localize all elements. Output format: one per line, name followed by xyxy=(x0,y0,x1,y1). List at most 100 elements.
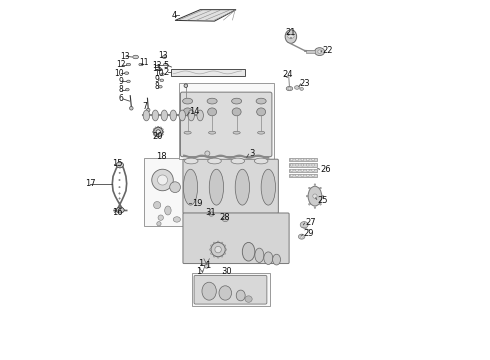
Ellipse shape xyxy=(261,169,275,205)
Text: 9: 9 xyxy=(155,75,160,84)
Ellipse shape xyxy=(290,159,293,161)
Ellipse shape xyxy=(129,107,133,110)
Ellipse shape xyxy=(225,249,227,250)
Ellipse shape xyxy=(162,134,163,135)
Ellipse shape xyxy=(119,202,121,204)
Ellipse shape xyxy=(153,129,154,130)
Ellipse shape xyxy=(209,131,216,134)
Ellipse shape xyxy=(222,216,228,222)
Ellipse shape xyxy=(210,245,212,246)
Text: 15: 15 xyxy=(112,159,122,168)
Bar xyxy=(289,174,318,177)
Text: 23: 23 xyxy=(299,79,310,88)
Ellipse shape xyxy=(288,35,294,39)
Ellipse shape xyxy=(161,73,164,76)
Ellipse shape xyxy=(157,126,159,128)
Text: 6: 6 xyxy=(119,94,123,103)
Ellipse shape xyxy=(264,252,273,265)
Ellipse shape xyxy=(319,187,321,189)
Ellipse shape xyxy=(184,131,191,134)
Ellipse shape xyxy=(306,169,309,171)
Ellipse shape xyxy=(306,164,309,166)
Ellipse shape xyxy=(217,257,219,258)
FancyBboxPatch shape xyxy=(192,273,270,306)
Ellipse shape xyxy=(290,164,293,166)
Ellipse shape xyxy=(209,249,211,250)
Ellipse shape xyxy=(300,87,303,90)
Ellipse shape xyxy=(170,110,176,121)
Ellipse shape xyxy=(295,159,298,161)
Text: 4: 4 xyxy=(172,10,177,19)
Ellipse shape xyxy=(308,203,310,205)
Text: 1: 1 xyxy=(205,261,211,270)
Ellipse shape xyxy=(209,212,214,216)
Ellipse shape xyxy=(152,169,173,191)
Ellipse shape xyxy=(306,195,308,197)
Text: 1: 1 xyxy=(196,267,201,276)
Ellipse shape xyxy=(213,242,215,243)
Text: 1: 1 xyxy=(198,260,204,269)
Ellipse shape xyxy=(202,282,216,300)
Ellipse shape xyxy=(224,253,226,254)
Ellipse shape xyxy=(139,63,143,66)
Ellipse shape xyxy=(298,234,305,239)
Ellipse shape xyxy=(119,193,120,194)
Ellipse shape xyxy=(157,175,168,185)
Ellipse shape xyxy=(209,169,223,205)
Ellipse shape xyxy=(313,194,317,198)
Ellipse shape xyxy=(162,55,167,58)
Ellipse shape xyxy=(312,169,315,171)
Ellipse shape xyxy=(162,129,163,130)
Ellipse shape xyxy=(160,79,164,82)
Ellipse shape xyxy=(256,98,266,104)
Text: 10: 10 xyxy=(115,69,124,78)
Ellipse shape xyxy=(119,172,121,174)
Ellipse shape xyxy=(295,175,298,177)
Ellipse shape xyxy=(164,63,167,66)
Ellipse shape xyxy=(119,179,120,181)
Ellipse shape xyxy=(204,264,209,268)
Bar xyxy=(289,163,318,167)
Ellipse shape xyxy=(290,37,292,39)
Ellipse shape xyxy=(179,110,186,121)
Ellipse shape xyxy=(300,235,303,238)
Ellipse shape xyxy=(208,108,217,116)
Ellipse shape xyxy=(133,55,139,59)
Ellipse shape xyxy=(231,158,245,164)
Ellipse shape xyxy=(188,110,195,121)
Ellipse shape xyxy=(184,158,198,164)
Ellipse shape xyxy=(308,187,310,189)
Ellipse shape xyxy=(197,110,203,121)
Ellipse shape xyxy=(184,84,188,87)
Ellipse shape xyxy=(318,50,321,53)
Ellipse shape xyxy=(221,242,223,243)
Ellipse shape xyxy=(152,110,159,121)
Ellipse shape xyxy=(143,110,149,121)
Text: 21: 21 xyxy=(286,28,296,37)
Ellipse shape xyxy=(157,136,159,138)
Ellipse shape xyxy=(319,203,321,205)
Ellipse shape xyxy=(120,209,121,210)
Ellipse shape xyxy=(295,164,298,166)
Text: 22: 22 xyxy=(322,46,333,55)
Ellipse shape xyxy=(165,206,171,215)
Ellipse shape xyxy=(300,222,308,228)
Ellipse shape xyxy=(315,48,324,55)
Ellipse shape xyxy=(272,254,280,265)
Text: 31: 31 xyxy=(205,208,216,217)
Ellipse shape xyxy=(232,108,241,116)
Text: 10: 10 xyxy=(154,69,164,78)
Ellipse shape xyxy=(170,182,180,193)
Ellipse shape xyxy=(207,98,217,104)
Text: 5: 5 xyxy=(163,61,169,70)
Ellipse shape xyxy=(160,136,161,137)
Ellipse shape xyxy=(153,127,163,136)
Text: 30: 30 xyxy=(221,267,232,276)
Ellipse shape xyxy=(301,159,304,161)
Ellipse shape xyxy=(236,290,245,301)
Text: 3: 3 xyxy=(249,149,255,158)
Ellipse shape xyxy=(125,88,129,91)
Ellipse shape xyxy=(161,110,168,121)
Ellipse shape xyxy=(157,222,161,226)
Ellipse shape xyxy=(183,98,193,104)
